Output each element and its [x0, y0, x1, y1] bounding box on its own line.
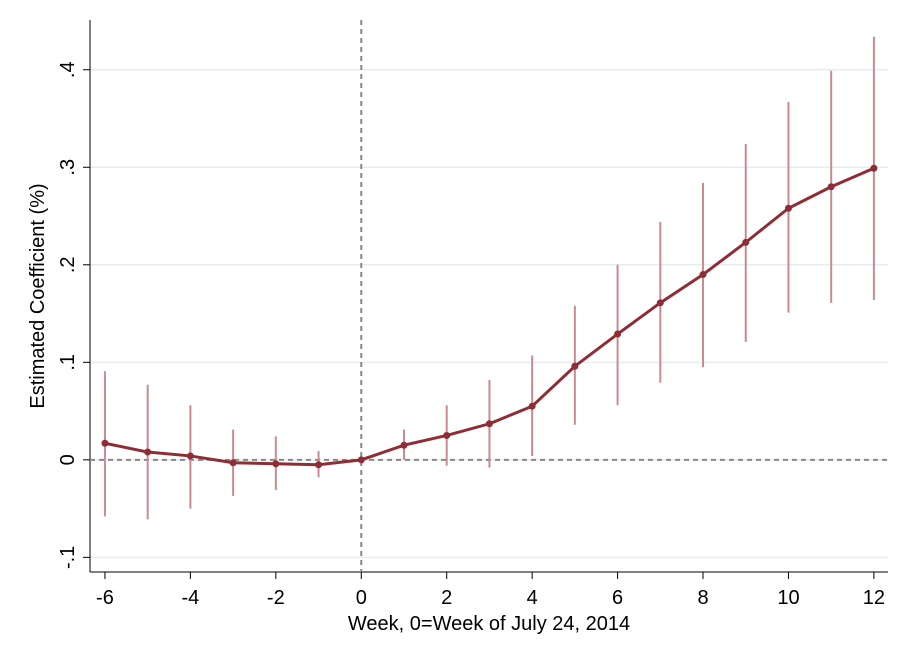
point [699, 271, 707, 279]
point [784, 204, 792, 212]
x-tick-label: 12 [863, 587, 885, 609]
point [443, 431, 451, 439]
point [571, 362, 579, 370]
x-tick-label: 0 [356, 587, 367, 609]
point [400, 441, 408, 449]
point [101, 439, 109, 447]
point [827, 183, 835, 191]
y-tick-label: .3 [57, 159, 79, 176]
point [742, 238, 750, 246]
x-tick-label: 4 [527, 587, 538, 609]
point [614, 330, 622, 338]
point [272, 460, 280, 468]
y-tick-label: .1 [57, 354, 79, 371]
point [144, 448, 152, 456]
point [870, 164, 878, 172]
point [485, 420, 493, 428]
x-tick-label: 8 [697, 587, 708, 609]
x-tick-label: -2 [267, 587, 285, 609]
x-axis-label: Week, 0=Week of July 24, 2014 [348, 613, 630, 635]
x-tick-label: -4 [181, 587, 199, 609]
x-tick-label: 10 [777, 587, 799, 609]
x-tick-label: 2 [441, 587, 452, 609]
point [229, 459, 237, 467]
y-axis-label: Estimated Coefficient (%) [27, 183, 49, 408]
point [186, 452, 194, 460]
y-tick-label: 0 [57, 454, 79, 465]
x-tick-label: -6 [96, 587, 114, 609]
point [357, 456, 365, 464]
point [656, 299, 664, 307]
y-tick-label: -.1 [57, 546, 79, 569]
y-tick-label: .2 [57, 256, 79, 273]
y-tick-label: .4 [57, 61, 79, 78]
x-tick-label: 6 [612, 587, 623, 609]
point [528, 402, 536, 410]
point [315, 461, 323, 469]
